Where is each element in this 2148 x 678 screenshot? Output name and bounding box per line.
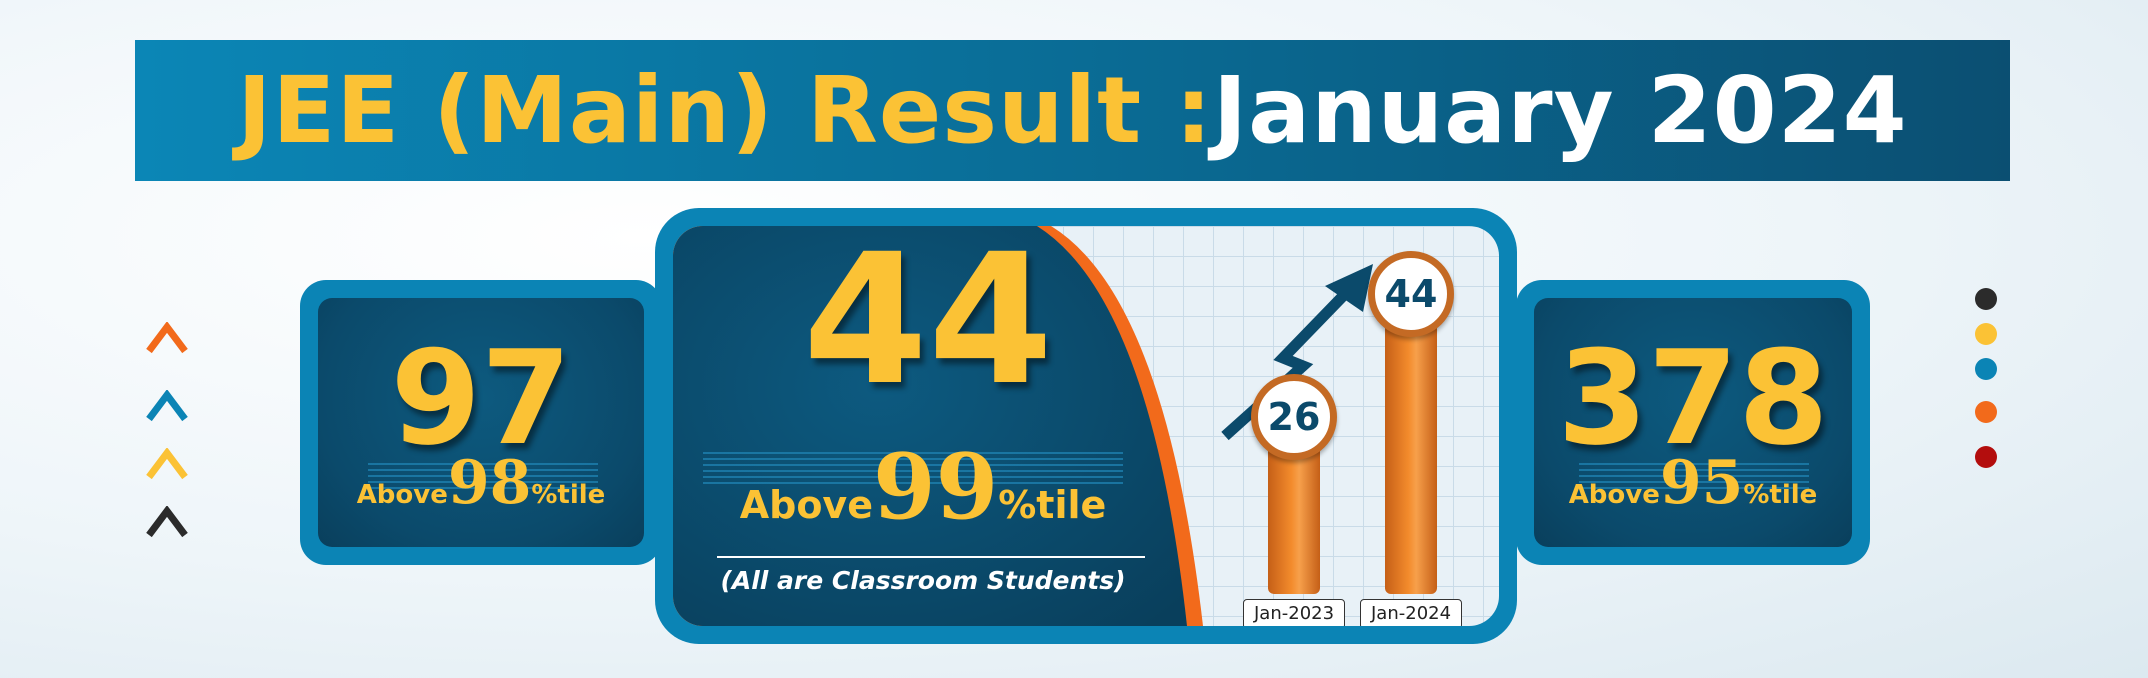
stripe-decoration [703,452,1123,486]
percentile-label: Above95%tile [1568,448,1818,518]
center-card-inner: 44 Above99%tile (All are Classroom Stude… [673,226,1499,626]
center-result-card: 44 Above99%tile (All are Classroom Stude… [655,208,1517,644]
bar-category-label: Jan-2024 [1360,599,1463,626]
percentile-label: Above98%tile [356,448,606,518]
curved-panel [673,226,1203,626]
chevron-up-icon [143,447,191,480]
title-banner: JEE (Main) Result : January 2024 [135,40,2010,181]
bar-value-label: 26 [1251,373,1337,460]
decor-dot [1975,358,1997,380]
stripe-decoration [1579,463,1809,489]
divider [717,556,1145,558]
title-part-date: January 2024 [1212,57,1908,164]
bar-value-label: 44 [1368,251,1454,337]
title-part-exam: JEE (Main) Result : [237,57,1213,164]
chevron-up-icon [143,389,191,422]
comparison-bar-chart: 26 Jan-2023 44 Jan-2024 [673,226,1499,626]
bar-jan-2024 [1385,294,1437,594]
left-result-card: 97 Above98%tile [300,280,662,565]
count-above-98: 97 [390,322,572,474]
percentile-label: Above99%tile [739,434,1107,540]
right-result-card: 378 Above95%tile [1516,280,1870,565]
chevron-up-icon [143,505,191,538]
decor-dot [1975,323,1997,345]
chevron-up-icon [143,321,191,354]
stripe-decoration [368,463,598,489]
decor-dot [1975,401,1997,423]
count-above-95: 378 [1557,322,1829,474]
count-above-99: 44 [802,226,1054,425]
classroom-note: (All are Classroom Students) [720,566,1126,595]
decor-dot [1975,288,1997,310]
bar-category-label: Jan-2023 [1243,599,1346,626]
decor-dot [1975,446,1997,468]
